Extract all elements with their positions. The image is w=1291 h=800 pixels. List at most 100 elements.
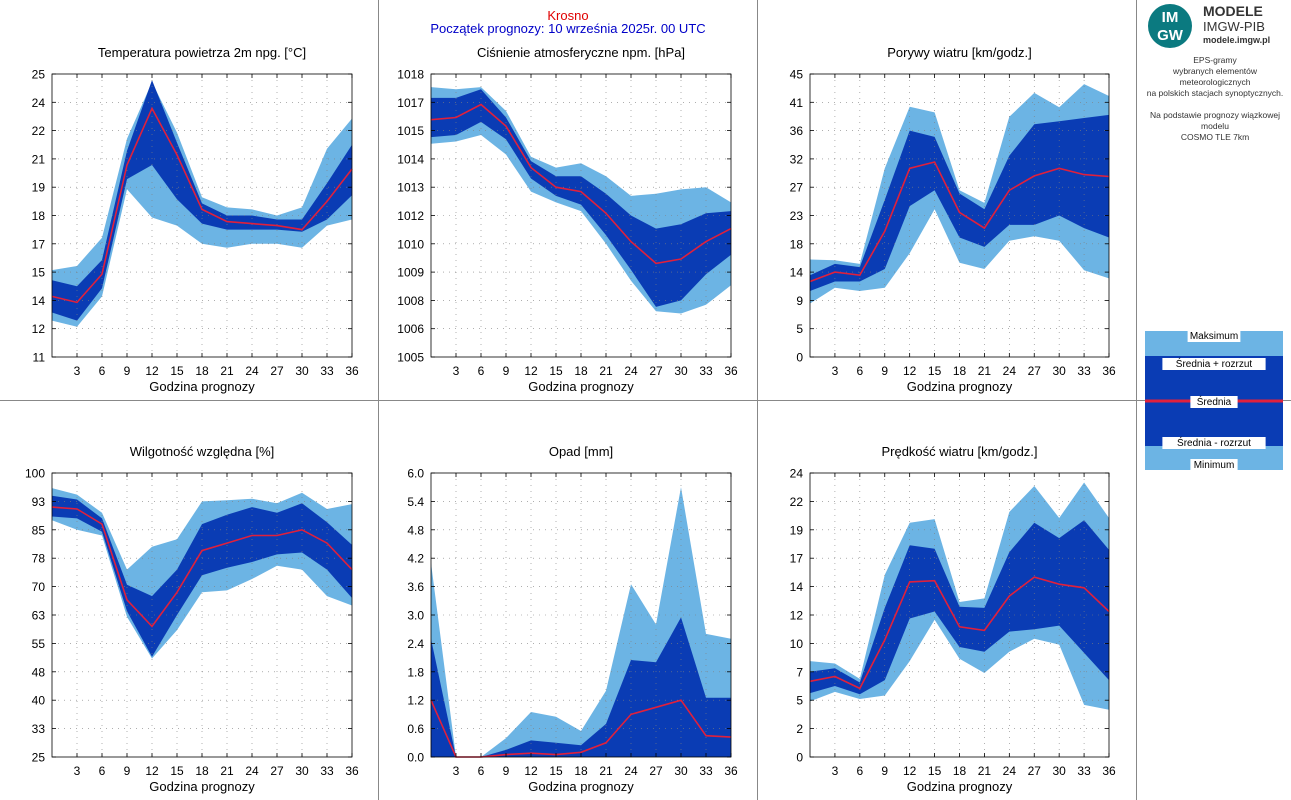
x-tick-label: 12 [524,764,538,778]
legend-mean-label: Średnia [1197,395,1232,408]
y-tick-label: 18 [790,237,804,251]
logo-url: modele.imgw.pl [1203,35,1271,45]
logo-mark-top: IM [1161,9,1179,26]
info-line-2: wybranych elementów meteorologicznych [1172,66,1258,87]
y-tick-label: 2 [796,722,803,736]
chart-5: Opad [mm] 0.0 0.6 1.2 1.8 2.4 3.0 3.6 4.2 4.8 5.4 6… [407,444,738,794]
x-tick-label: 15 [170,764,184,778]
band-spread [431,617,731,757]
x-tick-label: 15 [170,364,184,378]
y-tick-label: 55 [32,637,46,651]
chart-title: Ciśnienie atmosferyczne npm. [hPa] [477,45,685,60]
y-tick-label: 0.6 [407,722,424,736]
y-tick-label: 100 [25,467,45,481]
x-tick-label: 3 [74,364,81,378]
x-tick-label: 30 [674,764,688,778]
y-tick-label: 1010 [397,237,424,251]
y-tick-label: 1005 [397,351,424,365]
chart-title: Porywy wiatru [km/godz.] [887,45,1032,60]
legend-min-label-bg [1190,459,1238,471]
logo-text: MODELE IMGW-PIB modele.imgw.pl [1203,4,1289,46]
mean-line [809,576,1110,690]
x-tick-label: 27 [649,764,663,778]
x-tick-label: 30 [295,764,309,778]
y-tick-label: 10 [790,637,804,651]
logo-mark-bottom: GW [1157,27,1183,44]
x-tick-label: 36 [1102,364,1116,378]
y-tick-label: 25 [32,68,46,82]
y-tick-label: 70 [32,580,46,594]
y-tick-label: 5 [796,694,803,708]
x-tick-label: 6 [856,764,863,778]
y-tick-label: 63 [32,609,46,623]
x-tick-label: 24 [245,764,259,778]
x-tick-label: 12 [145,764,159,778]
forecast-start: Początek prognozy: 10 września 2025r. 00… [430,21,706,36]
x-tick-label: 6 [478,764,485,778]
y-tick-label: 0.0 [407,751,424,765]
y-tick-label: 48 [32,665,46,679]
mean-line [430,103,732,265]
x-tick-label: 27 [270,364,284,378]
x-tick-label: 9 [124,764,131,778]
y-tick-label: 11 [33,351,46,365]
y-tick-label: 4.8 [407,523,424,537]
legend-max-label-bg [1187,330,1241,342]
y-tick-label: 22 [790,495,804,509]
y-tick-label: 24 [790,467,804,481]
x-tick-label: 9 [881,764,888,778]
y-tick-label: 17 [32,237,46,251]
x-tick-label: 18 [195,364,209,378]
y-tick-label: 4.2 [407,552,424,566]
y-tick-label: 12 [790,609,804,623]
x-tick-label: 21 [599,764,613,778]
x-tick-label: 12 [903,764,917,778]
y-tick-label: 40 [32,694,46,708]
legend-mean-minus-label: Średnia - rozrzut [1177,436,1251,449]
x-tick-label: 6 [99,764,106,778]
x-tick-label: 6 [478,364,485,378]
x-tick-label: 33 [699,364,713,378]
y-tick-label: 17 [790,552,804,566]
x-tick-label: 18 [195,764,209,778]
x-tick-label: 30 [295,364,309,378]
x-tick-label: 3 [832,364,839,378]
y-tick-label: 2.4 [407,637,424,651]
y-tick-label: 0 [796,351,803,365]
y-tick-label: 9 [796,294,803,308]
imgw-logo[interactable]: IM GW MODELE IMGW-PIB modele.imgw.pl [1145,2,1288,50]
x-tick-label: 12 [145,364,159,378]
legend-min-label: Minimum [1194,460,1235,471]
x-tick-label: 15 [928,364,942,378]
x-tick-label: 36 [724,764,738,778]
x-tick-label: 9 [503,764,510,778]
y-tick-label: 14 [790,580,804,594]
x-tick-label: 21 [978,764,992,778]
legend-mean-plus-label: Średnia + rozrzut [1176,357,1253,370]
logo-brand: MODELE [1203,3,1263,19]
y-tick-label: 1006 [397,322,424,336]
x-axis-label: Godzina prognozy [528,779,634,794]
y-tick-label: 1017 [397,96,424,110]
legend-max-label: Maksimum [1190,331,1238,342]
x-tick-label: 18 [574,764,588,778]
x-tick-label: 33 [320,364,334,378]
mean-line [51,506,353,628]
info-line-1: EPS-gramy [1193,55,1237,65]
y-tick-label: 19 [32,181,46,195]
x-tick-label: 6 [856,364,863,378]
logo-org: IMGW-PIB [1203,19,1265,34]
x-tick-label: 3 [453,764,460,778]
y-tick-label: 1008 [397,294,424,308]
x-tick-label: 24 [624,764,638,778]
x-axis-label: Godzina prognozy [528,379,634,394]
x-tick-label: 9 [881,364,888,378]
x-tick-label: 27 [1028,764,1042,778]
chart-title: Prędkość wiatru [km/godz.] [881,444,1037,459]
y-tick-label: 25 [32,751,46,765]
x-tick-label: 27 [649,364,663,378]
x-axis-label: Godzina prognozy [149,779,255,794]
y-tick-label: 19 [790,523,804,537]
y-tick-label: 22 [32,124,46,138]
x-tick-label: 36 [345,764,359,778]
